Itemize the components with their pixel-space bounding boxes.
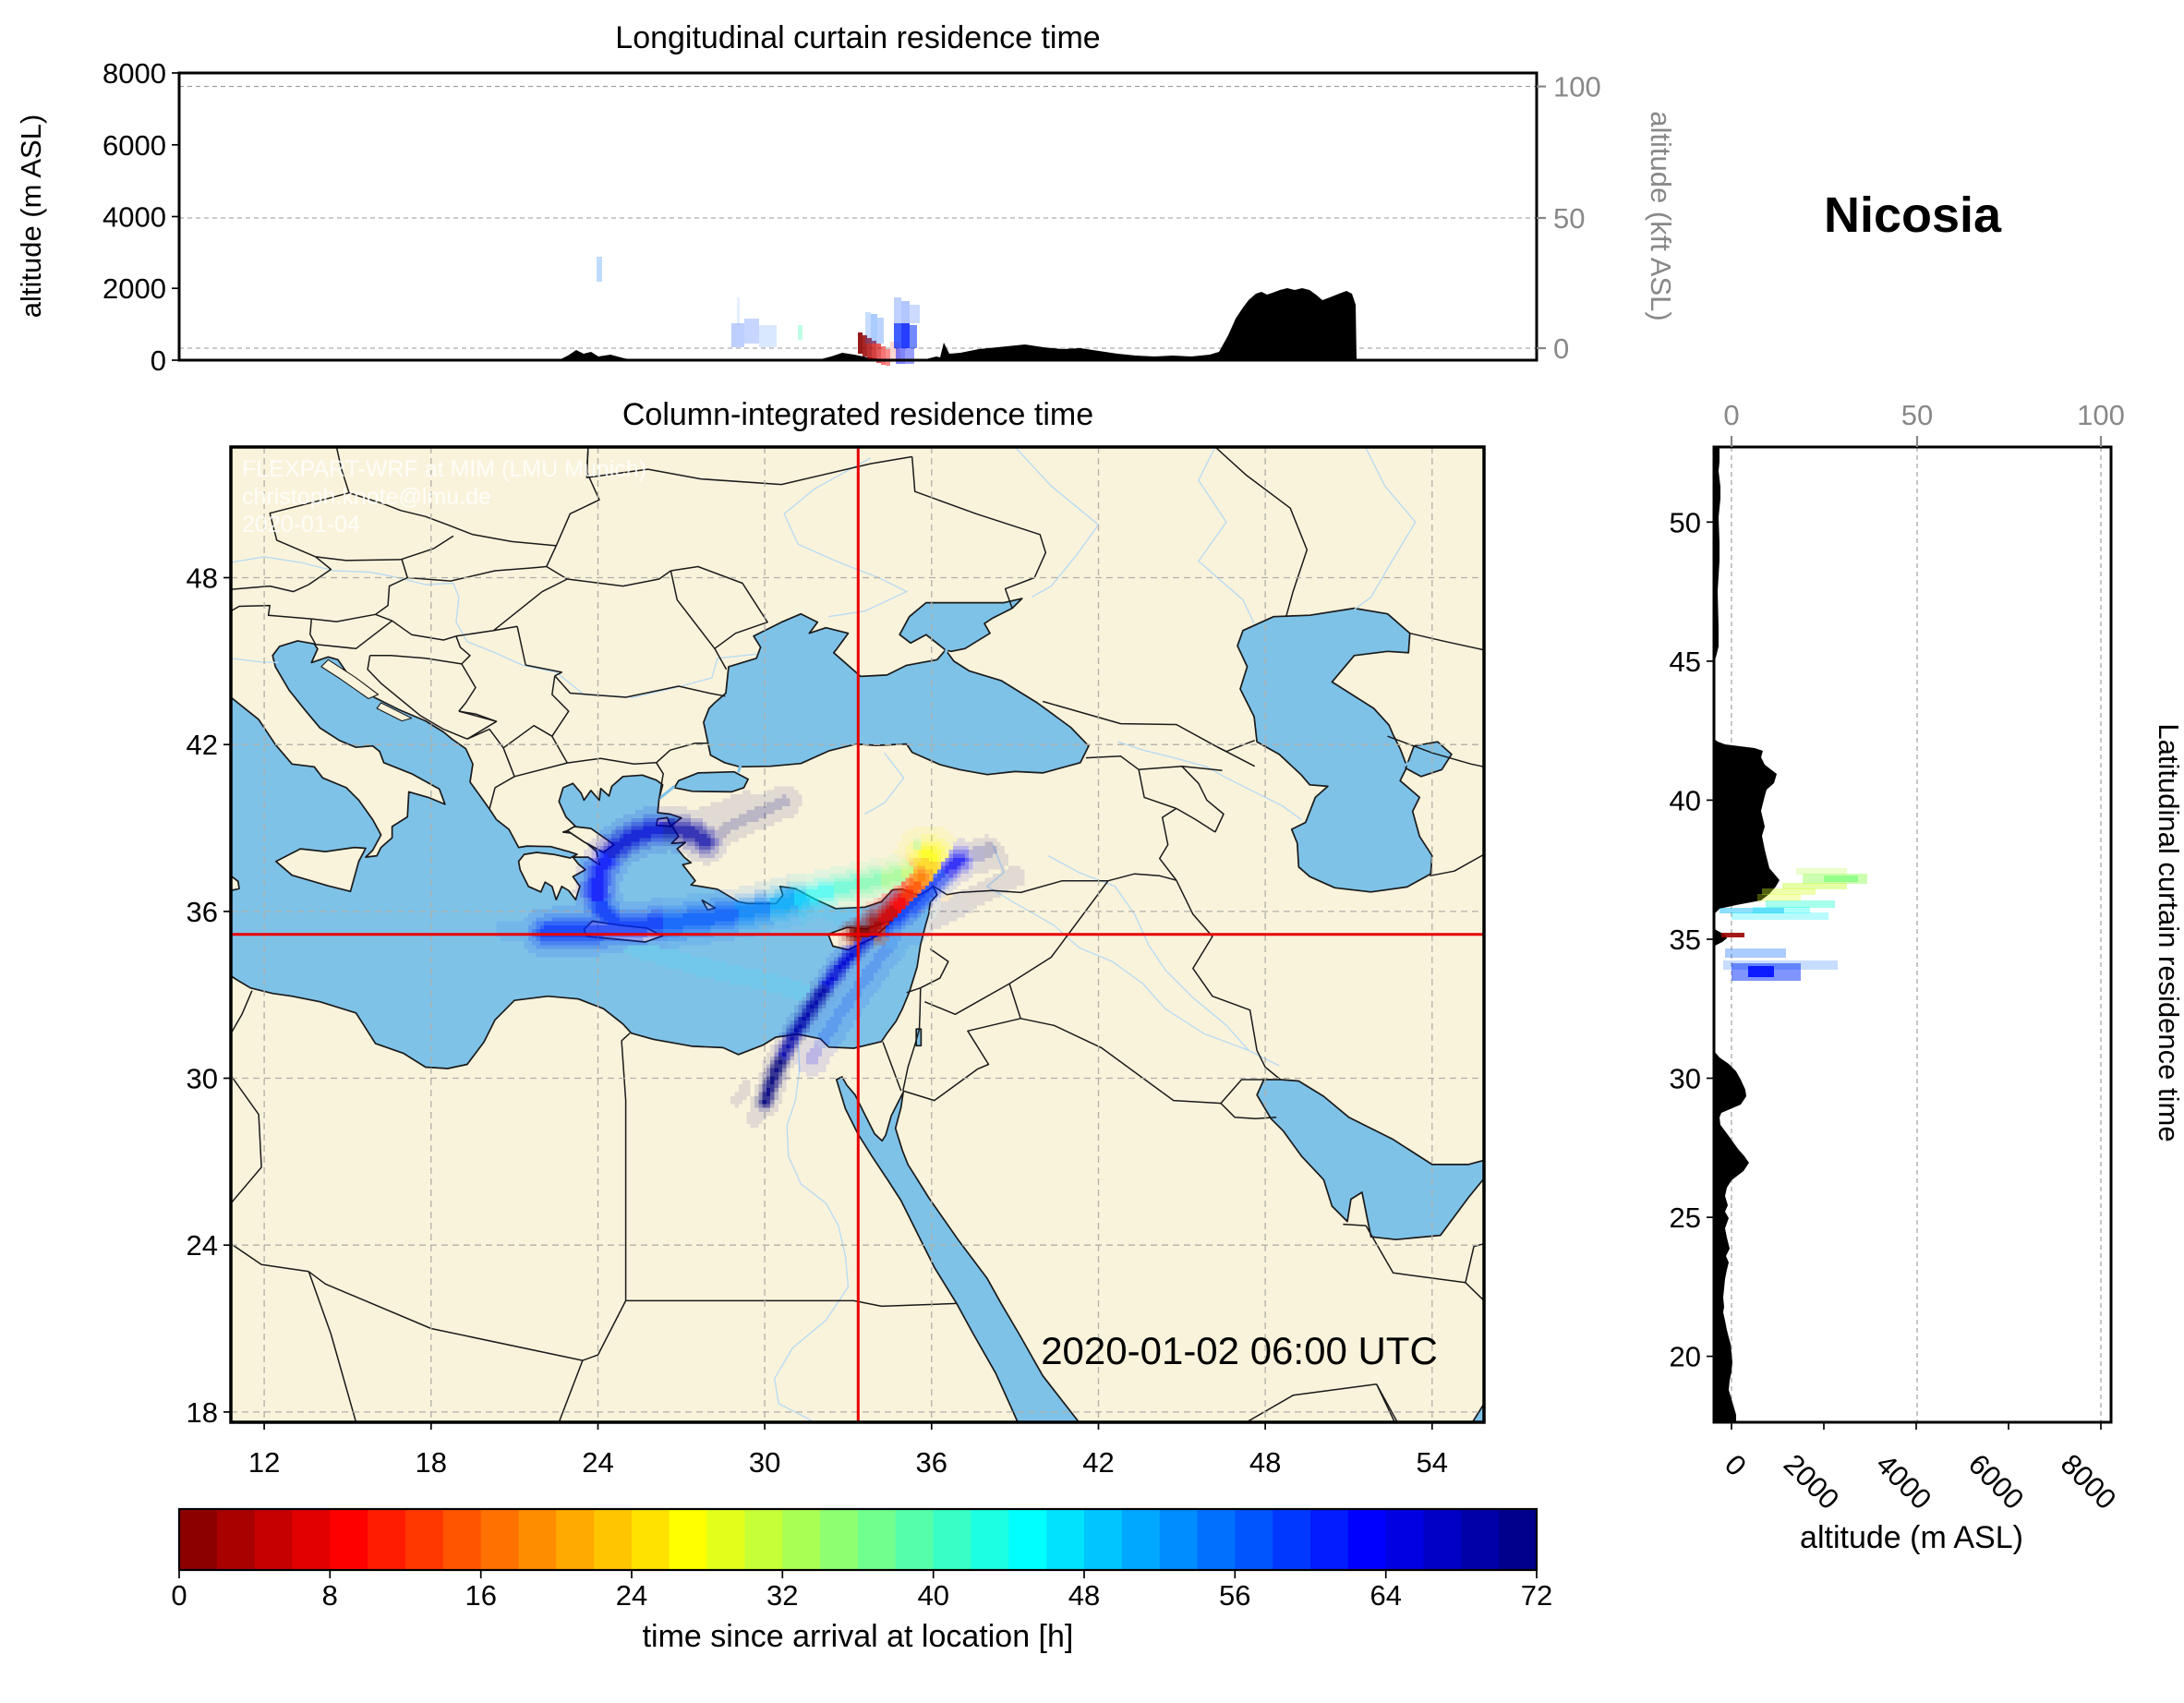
svg-text:altitude (m ASL): altitude (m ASL) bbox=[15, 115, 47, 319]
svg-text:2020-01-04: 2020-01-04 bbox=[242, 512, 360, 537]
svg-text:2020-01-02 06:00 UTC: 2020-01-02 06:00 UTC bbox=[1041, 1329, 1438, 1372]
svg-text:24: 24 bbox=[616, 1579, 647, 1612]
svg-text:40: 40 bbox=[1670, 784, 1701, 816]
svg-text:Longitudinal curtain residence: Longitudinal curtain residence time bbox=[615, 20, 1100, 55]
svg-text:36: 36 bbox=[187, 896, 218, 928]
svg-text:18: 18 bbox=[187, 1396, 218, 1429]
svg-text:christoph.knote@lmu.de: christoph.knote@lmu.de bbox=[242, 484, 491, 510]
svg-text:42: 42 bbox=[187, 729, 218, 761]
svg-text:24: 24 bbox=[187, 1229, 218, 1262]
svg-text:24: 24 bbox=[582, 1446, 613, 1479]
svg-text:48: 48 bbox=[1068, 1579, 1100, 1612]
svg-text:50: 50 bbox=[1553, 202, 1585, 235]
svg-text:48: 48 bbox=[1249, 1446, 1281, 1479]
svg-text:30: 30 bbox=[749, 1446, 780, 1479]
svg-text:Latitudinal curtain residence: Latitudinal curtain residence time bbox=[2153, 723, 2184, 1141]
svg-text:32: 32 bbox=[766, 1579, 798, 1612]
svg-text:6000: 6000 bbox=[103, 129, 166, 162]
svg-text:100: 100 bbox=[2077, 399, 2125, 431]
svg-text:8: 8 bbox=[322, 1579, 338, 1612]
svg-text:Column-integrated residence ti: Column-integrated residence time bbox=[622, 397, 1093, 432]
svg-text:42: 42 bbox=[1082, 1446, 1114, 1479]
svg-text:56: 56 bbox=[1219, 1579, 1250, 1612]
svg-text:50: 50 bbox=[1670, 506, 1701, 538]
svg-text:FLEXPART-WRF at MIM (LMU Munic: FLEXPART-WRF at MIM (LMU Munich) bbox=[242, 456, 646, 482]
svg-text:16: 16 bbox=[465, 1579, 496, 1612]
svg-text:100: 100 bbox=[1553, 71, 1601, 103]
svg-text:64: 64 bbox=[1370, 1579, 1401, 1612]
svg-text:72: 72 bbox=[1521, 1579, 1552, 1612]
svg-text:50: 50 bbox=[1901, 399, 1933, 431]
svg-text:30: 30 bbox=[1670, 1063, 1701, 1095]
svg-text:0: 0 bbox=[151, 344, 166, 377]
svg-text:35: 35 bbox=[1670, 924, 1701, 956]
svg-text:0: 0 bbox=[171, 1579, 187, 1612]
svg-text:20: 20 bbox=[1670, 1341, 1701, 1373]
svg-text:54: 54 bbox=[1417, 1446, 1448, 1479]
svg-text:48: 48 bbox=[187, 562, 218, 595]
svg-text:36: 36 bbox=[916, 1446, 947, 1479]
svg-text:altitude (m ASL): altitude (m ASL) bbox=[1800, 1520, 2023, 1555]
svg-text:12: 12 bbox=[248, 1446, 280, 1479]
svg-text:40: 40 bbox=[917, 1579, 948, 1612]
svg-text:30: 30 bbox=[187, 1063, 218, 1095]
svg-text:time since arrival at location: time since arrival at location [h] bbox=[643, 1619, 1074, 1654]
svg-text:8000: 8000 bbox=[103, 57, 166, 90]
svg-text:18: 18 bbox=[416, 1446, 447, 1479]
svg-text:altitude (kft ASL): altitude (kft ASL) bbox=[1645, 111, 1677, 320]
svg-text:25: 25 bbox=[1670, 1202, 1701, 1234]
svg-text:0: 0 bbox=[1723, 399, 1739, 431]
svg-text:2000: 2000 bbox=[103, 272, 166, 305]
svg-text:0: 0 bbox=[1553, 332, 1569, 365]
svg-text:45: 45 bbox=[1670, 646, 1701, 678]
svg-text:4000: 4000 bbox=[103, 201, 166, 234]
svg-text:Nicosia: Nicosia bbox=[1824, 187, 2002, 243]
